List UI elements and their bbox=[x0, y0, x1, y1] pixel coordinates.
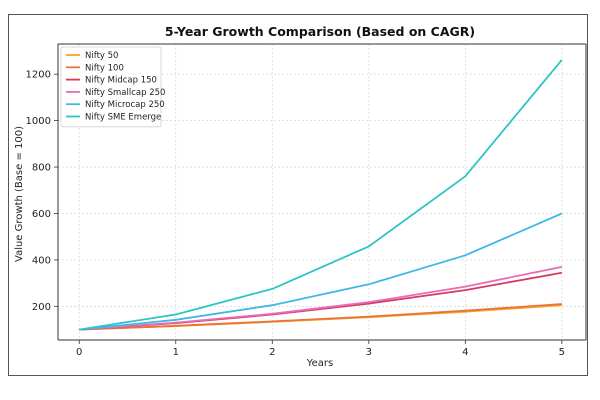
legend-label: Nifty 50 bbox=[85, 51, 118, 61]
chart-title: 5-Year Growth Comparison (Based on CAGR) bbox=[165, 24, 475, 39]
series-line-nifty-sme-emerge bbox=[79, 59, 563, 331]
x-axis-label: Years bbox=[306, 358, 333, 369]
x-tick-label: 0 bbox=[76, 347, 82, 358]
y-tick-label: 1000 bbox=[26, 116, 51, 127]
x-tick-label: 2 bbox=[269, 347, 275, 358]
x-tick-label: 3 bbox=[366, 347, 372, 358]
y-tick-label: 400 bbox=[32, 255, 51, 266]
y-axis-label: Value Growth (Base = 100) bbox=[14, 126, 25, 262]
legend-label: Nifty 100 bbox=[85, 63, 124, 73]
legend-label: Nifty Smallcap 250 bbox=[85, 88, 165, 98]
legend-label: Nifty Microcap 250 bbox=[85, 100, 165, 110]
series-line-nifty-smallcap-250 bbox=[79, 266, 563, 331]
series-lines bbox=[79, 59, 563, 331]
x-tick-label: 4 bbox=[462, 347, 468, 358]
axes bbox=[57, 43, 587, 341]
y-tick-label: 1200 bbox=[26, 70, 51, 81]
y-tick-label: 200 bbox=[32, 302, 51, 313]
legend-label: Nifty SME Emerge bbox=[85, 113, 161, 123]
x-ticks: 0 1 2 3 4 5 bbox=[76, 340, 565, 358]
y-tick-label: 600 bbox=[32, 209, 51, 220]
series-line-nifty-100 bbox=[79, 303, 562, 331]
y-tick-label: 800 bbox=[32, 163, 51, 174]
legend-box bbox=[60, 46, 162, 128]
x-tick-label: 1 bbox=[173, 347, 179, 358]
y-ticks: 200 400 600 800 1000 1200 bbox=[26, 70, 58, 313]
legend: Nifty 50 Nifty 100 Nifty Midcap 150 Nifty S… bbox=[60, 46, 165, 128]
series-line-nifty-microcap-250 bbox=[79, 212, 563, 331]
x-tick-label: 5 bbox=[559, 347, 565, 358]
legend-label: Nifty Midcap 150 bbox=[85, 76, 157, 86]
